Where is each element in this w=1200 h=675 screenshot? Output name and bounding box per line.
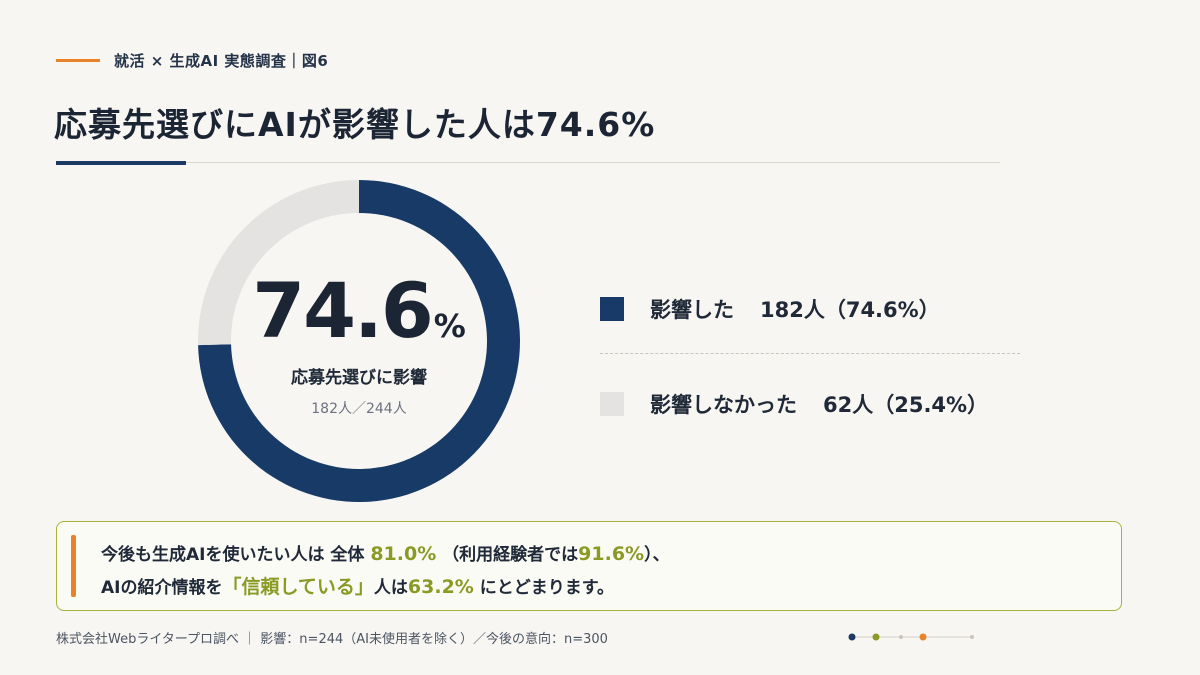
note-accent-bar bbox=[71, 535, 76, 597]
legend-value: 182人（74.6%） bbox=[760, 298, 940, 322]
donut-center: 74.6% 応募先選びに影響 182人／244人 bbox=[196, 178, 522, 504]
donut-chart: 74.6% 応募先選びに影響 182人／244人 bbox=[196, 178, 522, 504]
legend-item-influenced: 影響した 182人（74.6%） bbox=[600, 289, 1020, 329]
note-line-2: AIの紹介情報を「信頼している」人は63.2% にとどまります。 bbox=[101, 572, 614, 599]
page-dot bbox=[872, 633, 880, 641]
note-text: にとどまります。 bbox=[473, 578, 615, 598]
center-label: 応募先選びに影響 bbox=[291, 367, 427, 388]
kicker-accent-line bbox=[56, 59, 100, 62]
title-underline bbox=[56, 161, 186, 165]
page-dot bbox=[848, 633, 856, 641]
note-text: （利用経験者では bbox=[442, 545, 579, 565]
note-text: AIの紹介情報を bbox=[101, 578, 223, 598]
page-title: 応募先選びにAIが影響した人は74.6% bbox=[54, 105, 656, 144]
donut-svg bbox=[198, 180, 520, 502]
center-sub: 182人／244人 bbox=[311, 400, 407, 417]
note-highlight: 91.6% bbox=[578, 543, 645, 565]
title-divider bbox=[56, 162, 1000, 163]
note-text: 人は bbox=[373, 578, 408, 598]
legend-label: 影響した bbox=[650, 298, 734, 322]
page-dot bbox=[919, 633, 927, 641]
center-percent: 74.6% bbox=[252, 272, 466, 349]
legend-value: 62人（25.4%） bbox=[823, 393, 989, 417]
legend-swatch-influenced bbox=[600, 297, 624, 321]
kicker-text: 就活 × 生成AI 実態調査｜図6 bbox=[114, 52, 329, 70]
note-highlight: 「信頼している」 bbox=[222, 576, 374, 598]
legend-label: 影響しなかった bbox=[650, 393, 797, 417]
note-box: 今後も生成AIを使いたい人は 全体 81.0% （利用経験者では91.6%）、 … bbox=[56, 521, 1122, 611]
donut-slice-not-influenced bbox=[198, 180, 359, 346]
legend-divider bbox=[600, 353, 1020, 354]
note-highlight: 63.2% bbox=[407, 576, 474, 598]
page-dot bbox=[899, 635, 903, 639]
page-dot bbox=[970, 635, 974, 639]
note-highlight: 81.0% bbox=[370, 543, 437, 565]
center-value: 74.6 bbox=[252, 265, 434, 355]
legend-swatch-not-influenced bbox=[600, 392, 624, 416]
note-text: ）、 bbox=[644, 545, 670, 565]
page-indicator bbox=[848, 633, 974, 641]
kicker: 就活 × 生成AI 実態調査｜図6 bbox=[56, 50, 328, 71]
legend-item-not-influenced: 影響しなかった 62人（25.4%） bbox=[600, 384, 1020, 424]
note-line-1: 今後も生成AIを使いたい人は 全体 81.0% （利用経験者では91.6%）、 bbox=[101, 540, 670, 565]
center-unit: % bbox=[433, 306, 466, 345]
source-footer: 株式会社Webライタープロ調べ ｜ 影響：n=244（AI未使用者を除く）／今後… bbox=[56, 632, 608, 647]
note-text: 今後も生成AIを使いたい人は 全体 bbox=[101, 545, 365, 565]
